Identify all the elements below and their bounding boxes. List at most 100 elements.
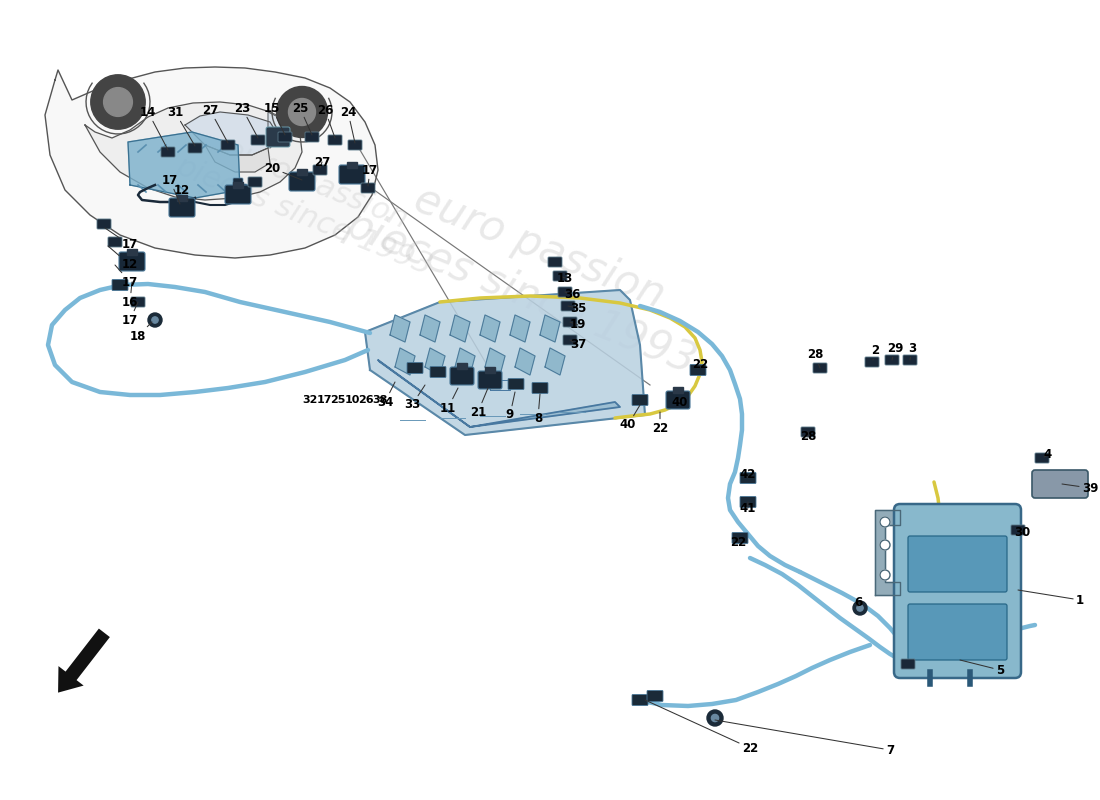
Text: 3: 3 bbox=[908, 342, 916, 360]
FancyBboxPatch shape bbox=[97, 219, 111, 229]
Polygon shape bbox=[874, 510, 900, 595]
Polygon shape bbox=[455, 348, 475, 375]
Text: 30: 30 bbox=[1014, 526, 1030, 538]
FancyBboxPatch shape bbox=[865, 357, 879, 367]
Polygon shape bbox=[268, 112, 285, 148]
Text: 21: 21 bbox=[470, 388, 488, 418]
FancyBboxPatch shape bbox=[666, 391, 690, 409]
FancyBboxPatch shape bbox=[690, 365, 706, 375]
FancyBboxPatch shape bbox=[450, 367, 474, 385]
Text: 40: 40 bbox=[672, 395, 689, 409]
FancyBboxPatch shape bbox=[908, 604, 1007, 660]
Text: 1: 1 bbox=[1018, 590, 1085, 606]
Polygon shape bbox=[395, 348, 415, 375]
FancyArrow shape bbox=[57, 627, 111, 694]
Circle shape bbox=[712, 714, 718, 722]
Polygon shape bbox=[85, 102, 302, 200]
Circle shape bbox=[148, 313, 162, 327]
FancyBboxPatch shape bbox=[508, 378, 524, 390]
Text: 17: 17 bbox=[317, 395, 332, 405]
FancyBboxPatch shape bbox=[289, 172, 315, 191]
FancyBboxPatch shape bbox=[903, 355, 917, 365]
FancyBboxPatch shape bbox=[236, 184, 248, 192]
FancyBboxPatch shape bbox=[1032, 470, 1088, 498]
Text: 13: 13 bbox=[557, 271, 573, 285]
Text: 22: 22 bbox=[730, 535, 746, 549]
Text: 6: 6 bbox=[854, 595, 862, 609]
FancyBboxPatch shape bbox=[361, 183, 375, 193]
FancyBboxPatch shape bbox=[558, 287, 572, 297]
Circle shape bbox=[852, 601, 867, 615]
Polygon shape bbox=[425, 348, 446, 375]
Text: 17: 17 bbox=[162, 174, 180, 204]
Text: 29: 29 bbox=[887, 342, 903, 360]
Text: 17: 17 bbox=[362, 163, 378, 186]
FancyBboxPatch shape bbox=[901, 659, 915, 669]
FancyBboxPatch shape bbox=[632, 394, 648, 406]
Circle shape bbox=[880, 517, 890, 527]
FancyBboxPatch shape bbox=[235, 191, 245, 199]
FancyBboxPatch shape bbox=[251, 135, 265, 145]
Text: 22: 22 bbox=[692, 358, 708, 371]
Text: 12: 12 bbox=[108, 246, 139, 271]
FancyBboxPatch shape bbox=[108, 237, 122, 247]
Text: 11: 11 bbox=[440, 388, 458, 414]
Text: 28: 28 bbox=[806, 349, 823, 368]
Polygon shape bbox=[390, 315, 410, 342]
Text: 9: 9 bbox=[506, 392, 515, 422]
FancyBboxPatch shape bbox=[119, 252, 145, 271]
Text: 17: 17 bbox=[122, 302, 139, 326]
Text: 24: 24 bbox=[340, 106, 356, 143]
FancyBboxPatch shape bbox=[563, 335, 578, 345]
Text: 23: 23 bbox=[234, 102, 258, 138]
Bar bbox=[346, 162, 358, 168]
FancyBboxPatch shape bbox=[221, 140, 235, 150]
Polygon shape bbox=[544, 348, 565, 375]
FancyBboxPatch shape bbox=[278, 132, 292, 142]
Bar bbox=[177, 195, 187, 201]
FancyBboxPatch shape bbox=[348, 140, 362, 150]
Polygon shape bbox=[450, 315, 470, 342]
Bar bbox=[297, 169, 307, 175]
FancyBboxPatch shape bbox=[328, 135, 342, 145]
Text: 14: 14 bbox=[140, 106, 168, 150]
Circle shape bbox=[857, 605, 864, 611]
Bar bbox=[456, 363, 468, 369]
Polygon shape bbox=[420, 315, 440, 342]
FancyBboxPatch shape bbox=[740, 497, 756, 507]
Text: 27: 27 bbox=[314, 155, 330, 169]
Text: 4: 4 bbox=[1044, 449, 1052, 462]
FancyBboxPatch shape bbox=[1011, 525, 1025, 535]
Text: 8: 8 bbox=[534, 394, 542, 425]
FancyBboxPatch shape bbox=[561, 301, 575, 311]
Text: 12: 12 bbox=[174, 183, 190, 200]
Circle shape bbox=[152, 317, 158, 323]
FancyBboxPatch shape bbox=[339, 165, 365, 184]
Circle shape bbox=[288, 98, 316, 126]
Text: 33: 33 bbox=[404, 385, 425, 411]
Text: 2: 2 bbox=[871, 343, 879, 360]
FancyBboxPatch shape bbox=[813, 363, 827, 373]
Text: 37: 37 bbox=[570, 338, 586, 351]
FancyBboxPatch shape bbox=[131, 297, 145, 307]
Polygon shape bbox=[480, 315, 501, 342]
FancyBboxPatch shape bbox=[161, 147, 175, 157]
Circle shape bbox=[707, 710, 723, 726]
Text: 22: 22 bbox=[652, 412, 668, 434]
FancyBboxPatch shape bbox=[169, 198, 195, 217]
FancyBboxPatch shape bbox=[305, 132, 319, 142]
Circle shape bbox=[276, 86, 328, 138]
FancyBboxPatch shape bbox=[740, 473, 756, 483]
Bar bbox=[233, 182, 243, 188]
FancyBboxPatch shape bbox=[553, 271, 566, 281]
FancyBboxPatch shape bbox=[314, 165, 327, 175]
FancyBboxPatch shape bbox=[886, 355, 899, 365]
Polygon shape bbox=[365, 290, 645, 435]
Text: 42: 42 bbox=[740, 469, 756, 482]
FancyBboxPatch shape bbox=[647, 690, 663, 702]
Polygon shape bbox=[510, 315, 530, 342]
Text: 20: 20 bbox=[264, 162, 303, 180]
Polygon shape bbox=[45, 67, 378, 258]
FancyBboxPatch shape bbox=[632, 694, 648, 706]
Text: 18: 18 bbox=[130, 322, 152, 342]
